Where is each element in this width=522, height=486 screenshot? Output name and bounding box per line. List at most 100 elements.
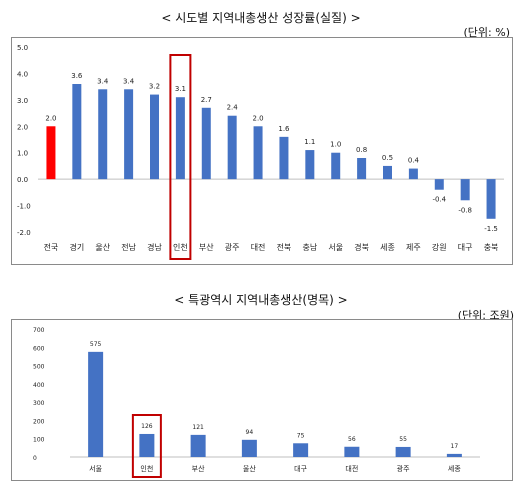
value-label-3: 94 [246,429,254,436]
y-tick-label: -1.0 [17,203,31,211]
y-tick-label: -2.0 [17,229,31,237]
category-label-1: 경기 [69,242,84,252]
value-label-2: 3.4 [97,77,109,85]
value-label-15: -0.4 [432,196,446,204]
category-label-2: 울산 [95,242,110,252]
value-label-12: 0.8 [356,146,367,154]
category-label-1: 인천 [140,464,153,473]
category-label-4: 경남 [147,242,162,252]
value-label-1: 126 [141,423,153,430]
bar-8 [253,126,263,180]
value-label-11: 1.0 [330,141,341,149]
category-label-8: 대전 [251,242,266,252]
value-label-7: 2.4 [227,104,239,112]
bar-3 [241,439,257,457]
category-label-5: 대전 [345,464,358,473]
value-label-3: 3.4 [123,77,135,85]
category-label-0: 서울 [89,464,102,473]
value-label-4: 3.2 [149,83,160,91]
category-label-9: 전북 [277,242,292,252]
chart2-unit-label: (단위: 조원) [457,309,514,322]
value-label-1: 3.6 [71,72,83,80]
value-label-2: 121 [192,424,204,431]
y-tick-label: 4.0 [17,70,28,78]
value-label-4: 75 [297,432,305,439]
bar-1 [72,84,82,180]
highlight-box [131,414,162,478]
y-tick-label: 400 [33,382,45,389]
bar-13 [383,165,392,180]
y-tick-label: 0 [33,455,37,462]
y-tick-label: 1.0 [17,150,28,158]
category-label-0: 전국 [44,242,59,252]
value-label-14: 0.4 [408,157,420,165]
bar-0 [46,126,56,180]
y-tick-label: 2.0 [17,123,28,131]
bar-6 [395,446,411,457]
category-label-14: 제주 [406,243,421,252]
chart1-frame: -2.0 -1.0 0.0 1.0 2.0 3.0 4.0 5.0 2.0 전국 3.6 경기 3.4 울… [11,37,513,265]
category-label-17: 충북 [484,243,499,252]
category-label-12: 경북 [354,242,369,252]
y-tick-label: 100 [33,437,45,444]
bar-12 [357,158,367,180]
chart1-unit-label: (단위: %) [463,26,510,39]
y-tick-label: 300 [33,400,45,407]
y-tick-label: 0.0 [17,176,28,184]
category-label-7: 세종 [448,464,461,473]
bar-9 [279,136,289,180]
value-label-5: 56 [348,436,356,443]
category-label-4: 대구 [294,465,307,473]
y-tick-label: 500 [33,364,45,371]
bar-5 [344,446,360,457]
y-tick-label: 3.0 [17,97,28,105]
chart1-title: < 시도별 지역내총생산 성장률(실질) > [161,11,361,25]
value-label-17: -1.5 [484,225,498,233]
y-tick-label: 600 [33,345,45,352]
bar-1 [139,433,155,457]
category-label-11: 서울 [328,243,343,252]
y-tick-label: 5.0 [17,44,28,52]
category-label-6: 광주 [397,465,410,473]
bar-14 [408,168,418,180]
value-label-5: 3.1 [175,85,186,93]
value-label-6: 55 [399,436,407,443]
chart1-plot: -2.0 -1.0 0.0 1.0 2.0 3.0 4.0 5.0 2.0 전국 3.6 경기 3.4 울… [17,44,504,260]
bar-0 [88,351,104,457]
bar-11 [331,152,341,180]
value-label-9: 1.6 [278,125,290,133]
category-label-10: 충남 [302,243,317,252]
bar-2 [190,434,206,457]
bar-7 [227,115,237,180]
category-label-3: 울산 [243,464,256,473]
value-label-10: 1.1 [304,138,315,146]
value-label-7: 17 [451,443,459,450]
value-label-0: 575 [90,341,102,348]
y-tick-label: 200 [33,418,45,425]
chart2-frame: 0 100 200 300 400 500 600 700 575 서울 126 인천 121 부산 94 울… [11,319,513,481]
category-label-3: 전남 [121,242,136,252]
value-label-8: 2.0 [252,114,263,122]
y-tick-label: 700 [33,327,45,334]
bar-7 [446,453,462,457]
bar-10 [305,150,315,180]
bar-2 [98,89,108,180]
category-label-15: 강원 [432,242,447,252]
chart2-plot: 0 100 200 300 400 500 600 700 575 서울 126 인천 121 부산 94 울… [33,327,480,478]
bar-17 [486,179,496,219]
category-label-2: 부산 [192,464,205,473]
bar-16 [460,179,470,201]
value-label-13: 0.5 [382,154,393,162]
category-label-16: 대구 [458,243,473,252]
bar-5 [175,97,185,180]
bar-15 [434,179,444,190]
highlight-box [169,54,192,260]
bar-4 [150,94,159,180]
bar-6 [201,107,211,180]
category-label-7: 광주 [225,242,240,252]
chart2-title: < 특광역시 지역내총생산(명목) > [174,293,348,307]
bar-4 [293,443,309,457]
value-label-0: 2.0 [45,114,56,122]
bar-3 [124,89,134,180]
category-label-6: 부산 [199,242,214,252]
